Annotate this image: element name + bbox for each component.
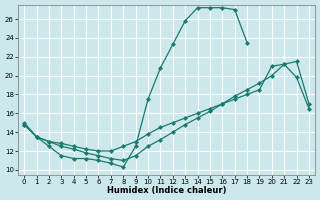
X-axis label: Humidex (Indice chaleur): Humidex (Indice chaleur)	[107, 186, 226, 195]
